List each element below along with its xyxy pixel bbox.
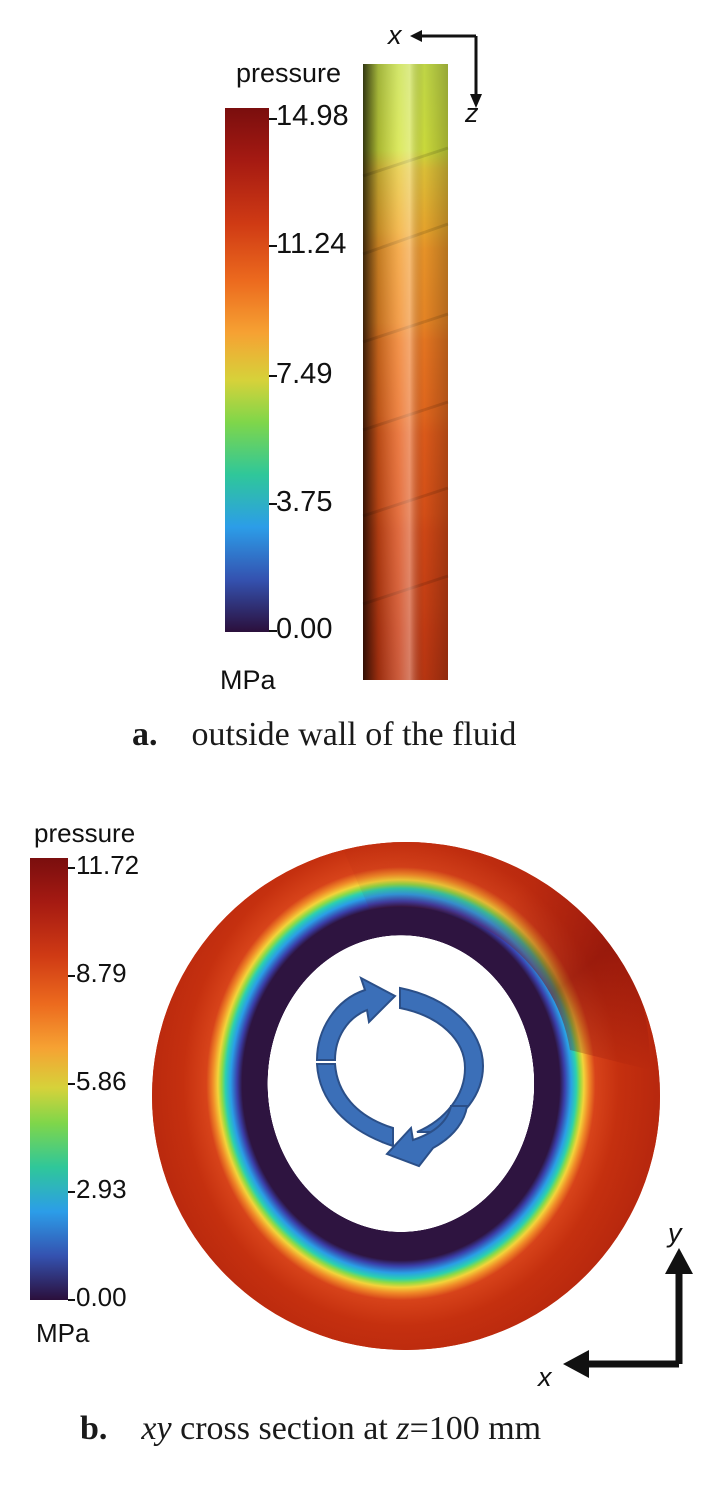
caption-a: a. outside wall of the fluid: [132, 716, 516, 754]
caption-a-text: outside wall of the fluid: [191, 716, 517, 753]
caption-b-var: xy: [141, 1410, 172, 1447]
cylinder-wall-surface: [362, 64, 449, 680]
tick-label-a-3: 3.75: [276, 486, 333, 518]
unit-label-a: MPa: [220, 665, 276, 695]
tick-mark-a-3: [269, 503, 277, 505]
tick-label-a-2: 7.49: [276, 358, 333, 390]
caption-b-zvar: z: [396, 1410, 410, 1447]
tick-mark-b-2: [68, 1083, 75, 1085]
tick-mark-a-1: [269, 245, 277, 247]
tick-label-b-3: 2.93: [76, 1174, 127, 1204]
tick-label-b-1: 8.79: [76, 958, 127, 988]
tick-mark-a-2: [269, 375, 277, 377]
tick-mark-b-4: [68, 1299, 75, 1301]
axis-label-x-a: x: [388, 20, 402, 50]
legend-title-b: pressure: [34, 818, 136, 848]
tick-label-b-4: 0.00: [76, 1282, 127, 1312]
caption-b-end: =100 mm: [409, 1410, 542, 1447]
caption-b-mid: cross section at: [171, 1410, 397, 1447]
axis-indicator-xz: [410, 30, 482, 108]
tick-label-a-4: 0.00: [276, 613, 333, 645]
tick-label-a-1: 11.24: [276, 228, 347, 260]
caption-b: b. xy cross section at z=100 mm: [80, 1410, 541, 1448]
unit-label-b: MPa: [36, 1318, 90, 1348]
tick-mark-b-3: [68, 1191, 75, 1193]
cross-section-disc: [152, 842, 660, 1350]
tick-mark-b-0: [68, 867, 75, 869]
rotation-arrows-icon: [315, 975, 485, 1168]
axis-label-x-b: x: [538, 1362, 552, 1392]
tick-label-b-0: 11.72: [76, 850, 140, 880]
colorbar-b: [30, 858, 68, 1300]
tick-label-a-0: 14.98: [276, 100, 349, 132]
colorbar-a: [225, 108, 269, 632]
legend-title-a: pressure: [236, 58, 342, 88]
caption-a-letter: a.: [132, 716, 158, 753]
tick-mark-b-1: [68, 975, 75, 977]
tick-mark-a-4: [269, 630, 277, 632]
axis-indicator-xy: [563, 1248, 693, 1378]
tick-mark-a-0: [269, 118, 277, 120]
tick-label-b-2: 5.86: [76, 1066, 127, 1096]
caption-b-letter: b.: [80, 1410, 108, 1447]
axis-label-y-b: y: [668, 1218, 682, 1248]
axis-label-z-a: z: [465, 98, 479, 128]
